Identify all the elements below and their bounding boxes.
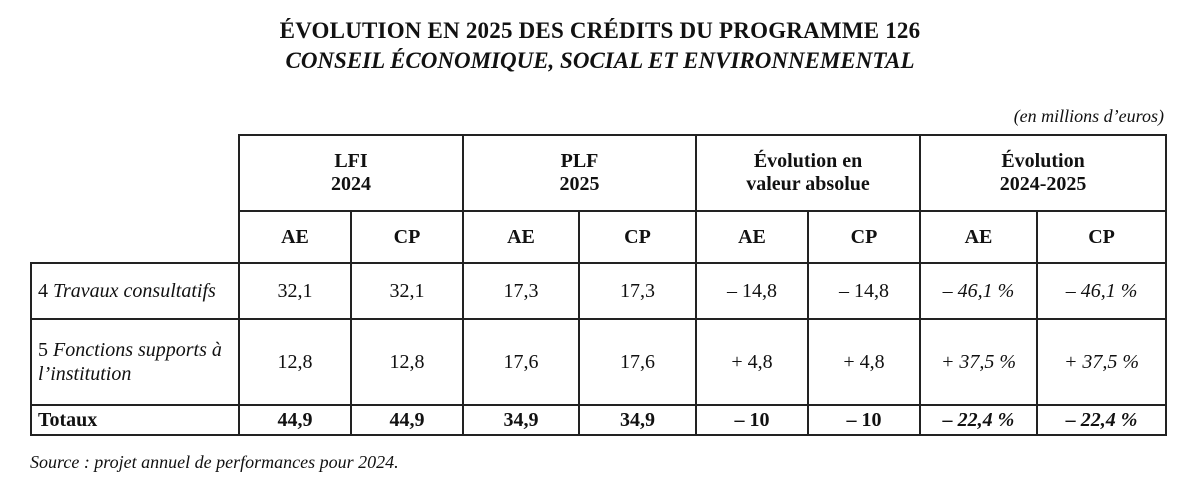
percent-cell: – 46,1 % bbox=[1037, 263, 1166, 319]
row-label-text: Travaux consultatifs bbox=[53, 280, 216, 302]
sub-header-ae: AE bbox=[463, 211, 579, 263]
value-cell: 12,8 bbox=[239, 319, 351, 405]
sub-header-cp: CP bbox=[808, 211, 920, 263]
value-cell: 17,3 bbox=[463, 263, 579, 319]
value-cell: 12,8 bbox=[351, 319, 463, 405]
value-cell: + 4,8 bbox=[696, 319, 808, 405]
header-line: Évolution en bbox=[703, 150, 913, 173]
value-cell: 32,1 bbox=[239, 263, 351, 319]
value-cell: 17,6 bbox=[579, 319, 696, 405]
corner-cell bbox=[31, 211, 239, 263]
value-cell: + 4,8 bbox=[808, 319, 920, 405]
header-evolution-2024-2025: Évolution 2024-2025 bbox=[920, 135, 1166, 211]
header-line: 2024-2025 bbox=[927, 173, 1159, 196]
table-title: ÉVOLUTION EN 2025 DES CRÉDITS DU PROGRAM… bbox=[0, 18, 1200, 44]
header-line: valeur absolue bbox=[703, 173, 913, 196]
credits-table: LFI 2024 PLF 2025 Évolution en valeur ab… bbox=[30, 134, 1167, 436]
header-plf-2025: PLF 2025 bbox=[463, 135, 696, 211]
sub-header-cp: CP bbox=[351, 211, 463, 263]
header-line: Évolution bbox=[927, 150, 1159, 173]
table-row-travaux: 4 Travaux consultatifs 32,1 32,1 17,3 17… bbox=[31, 263, 1166, 319]
header-line: 2025 bbox=[470, 173, 689, 196]
table-subtitle: CONSEIL ÉCONOMIQUE, SOCIAL ET ENVIRONNEM… bbox=[0, 48, 1200, 74]
value-cell: 17,6 bbox=[463, 319, 579, 405]
sub-header-cp: CP bbox=[1037, 211, 1166, 263]
unit-note: (en millions d’euros) bbox=[1014, 106, 1164, 127]
total-percent-cell: – 22,4 % bbox=[1037, 405, 1166, 435]
total-cell: 44,9 bbox=[351, 405, 463, 435]
header-line: PLF bbox=[470, 150, 689, 173]
percent-cell: + 37,5 % bbox=[1037, 319, 1166, 405]
group-header-row: LFI 2024 PLF 2025 Évolution en valeur ab… bbox=[31, 135, 1166, 211]
sub-header-ae: AE bbox=[239, 211, 351, 263]
value-cell: 17,3 bbox=[579, 263, 696, 319]
header-evolution-absolue: Évolution en valeur absolue bbox=[696, 135, 920, 211]
row-number: 4 bbox=[38, 280, 48, 302]
total-percent-cell: – 22,4 % bbox=[920, 405, 1037, 435]
value-cell: – 14,8 bbox=[808, 263, 920, 319]
corner-cell bbox=[31, 135, 239, 211]
total-cell: 34,9 bbox=[579, 405, 696, 435]
row-label-text: Fonctions supports à l’institution bbox=[38, 339, 222, 385]
total-cell: 44,9 bbox=[239, 405, 351, 435]
header-line: LFI bbox=[246, 150, 456, 173]
source-note: Source : projet annuel de performances p… bbox=[30, 452, 399, 473]
header-line: 2024 bbox=[246, 173, 456, 196]
sub-header-row: AE CP AE CP AE CP AE CP bbox=[31, 211, 1166, 263]
value-cell: – 14,8 bbox=[696, 263, 808, 319]
table-row-fonctions: 5 Fonctions supports à l’institution 12,… bbox=[31, 319, 1166, 405]
total-label: Totaux bbox=[31, 405, 239, 435]
total-cell: 34,9 bbox=[463, 405, 579, 435]
row-number: 5 bbox=[38, 339, 48, 361]
row-label: 5 Fonctions supports à l’institution bbox=[31, 319, 239, 405]
row-label: 4 Travaux consultatifs bbox=[31, 263, 239, 319]
total-row: Totaux 44,9 44,9 34,9 34,9 – 10 – 10 – 2… bbox=[31, 405, 1166, 435]
header-lfi-2024: LFI 2024 bbox=[239, 135, 463, 211]
sub-header-ae: AE bbox=[696, 211, 808, 263]
total-cell: – 10 bbox=[696, 405, 808, 435]
sub-header-cp: CP bbox=[579, 211, 696, 263]
value-cell: 32,1 bbox=[351, 263, 463, 319]
percent-cell: – 46,1 % bbox=[920, 263, 1037, 319]
sub-header-ae: AE bbox=[920, 211, 1037, 263]
percent-cell: + 37,5 % bbox=[920, 319, 1037, 405]
total-cell: – 10 bbox=[808, 405, 920, 435]
